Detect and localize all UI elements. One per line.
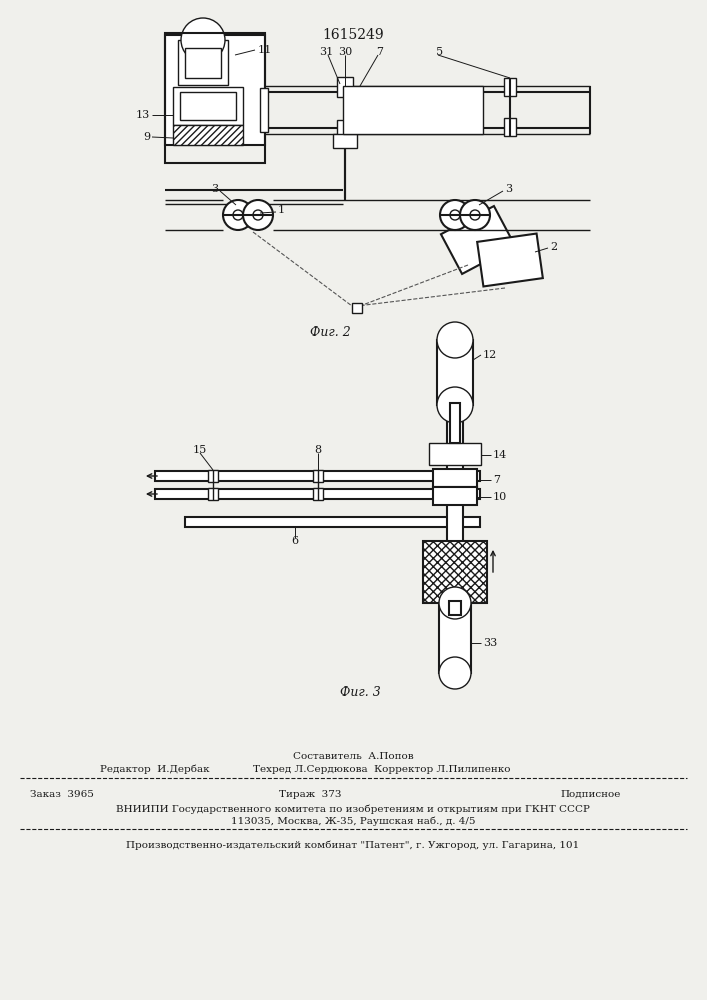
Bar <box>437 340 473 405</box>
Bar <box>155 471 480 481</box>
Text: 6: 6 <box>291 536 298 546</box>
Text: ВНИИПИ Государственного комитета по изобретениям и открытиям при ГКНТ СССР: ВНИИПИ Государственного комитета по изоб… <box>116 804 590 814</box>
Bar <box>165 33 265 163</box>
Circle shape <box>253 210 263 220</box>
Text: 5: 5 <box>436 47 443 57</box>
Text: 30: 30 <box>338 47 352 57</box>
Text: Фиг. 2: Фиг. 2 <box>310 326 351 338</box>
Text: Составитель  А.Попов: Составитель А.Попов <box>293 752 414 761</box>
Circle shape <box>440 200 470 230</box>
Bar <box>313 488 323 500</box>
Circle shape <box>437 322 473 358</box>
Text: Техред Л.Сердюкова  Корректор Л.Пилипенко: Техред Л.Сердюкова Корректор Л.Пилипенко <box>253 765 510 774</box>
Polygon shape <box>441 206 515 274</box>
Bar <box>333 134 357 148</box>
Bar <box>439 603 471 673</box>
Bar <box>433 487 477 505</box>
Text: Производственно-издательский комбинат "Патент", г. Ужгород, ул. Гагарина, 101: Производственно-издательский комбинат "П… <box>127 841 580 850</box>
Text: 7: 7 <box>493 475 500 485</box>
Bar <box>447 365 463 605</box>
Text: 1615249: 1615249 <box>322 28 384 42</box>
Text: Фиг. 3: Фиг. 3 <box>339 686 380 700</box>
Bar <box>449 601 461 615</box>
Text: 2: 2 <box>550 242 557 252</box>
Circle shape <box>460 200 490 230</box>
Bar <box>208 488 218 500</box>
Circle shape <box>243 200 273 230</box>
Text: 8: 8 <box>315 445 322 455</box>
Circle shape <box>437 387 473 423</box>
Text: 14: 14 <box>493 450 507 460</box>
Text: Редактор  И.Дербак: Редактор И.Дербак <box>100 765 209 774</box>
Text: 11: 11 <box>258 45 272 55</box>
Bar <box>313 470 323 482</box>
Text: 31: 31 <box>319 47 333 57</box>
Text: 7: 7 <box>377 47 383 57</box>
Text: 3: 3 <box>211 184 218 194</box>
Circle shape <box>470 210 480 220</box>
Circle shape <box>181 18 225 62</box>
Bar <box>208 470 218 482</box>
Bar <box>343 86 483 134</box>
Circle shape <box>439 657 471 689</box>
Bar <box>429 443 481 465</box>
Circle shape <box>233 210 243 220</box>
Text: 113035, Москва, Ж-35, Раушская наб., д. 4/5: 113035, Москва, Ж-35, Раушская наб., д. … <box>230 816 475 826</box>
Text: 3: 3 <box>505 184 512 194</box>
Bar <box>173 125 243 145</box>
Bar <box>185 48 221 78</box>
Bar <box>173 87 243 125</box>
Bar <box>450 403 460 443</box>
Bar <box>155 489 480 499</box>
Bar <box>504 78 516 96</box>
Text: Заказ  3965: Заказ 3965 <box>30 790 94 799</box>
Bar <box>178 40 228 85</box>
Circle shape <box>450 210 460 220</box>
Bar <box>260 88 268 132</box>
Text: Подписное: Подписное <box>560 790 620 799</box>
Bar <box>337 120 353 140</box>
Text: 10: 10 <box>493 492 507 502</box>
Text: 1: 1 <box>278 205 285 215</box>
Bar <box>352 303 362 313</box>
Text: 12: 12 <box>483 350 497 360</box>
Text: 9: 9 <box>143 132 150 142</box>
Bar <box>165 35 265 145</box>
Bar <box>180 92 236 120</box>
Text: 15: 15 <box>193 445 207 455</box>
Circle shape <box>439 587 471 619</box>
Bar <box>423 541 487 603</box>
Bar <box>185 517 480 527</box>
Text: Тираж  373: Тираж 373 <box>279 790 341 799</box>
Bar <box>433 469 477 487</box>
Circle shape <box>223 200 253 230</box>
Text: 33: 33 <box>483 638 497 648</box>
Bar <box>337 77 353 97</box>
Text: 13: 13 <box>136 110 150 120</box>
Polygon shape <box>477 234 543 286</box>
Bar <box>504 118 516 136</box>
